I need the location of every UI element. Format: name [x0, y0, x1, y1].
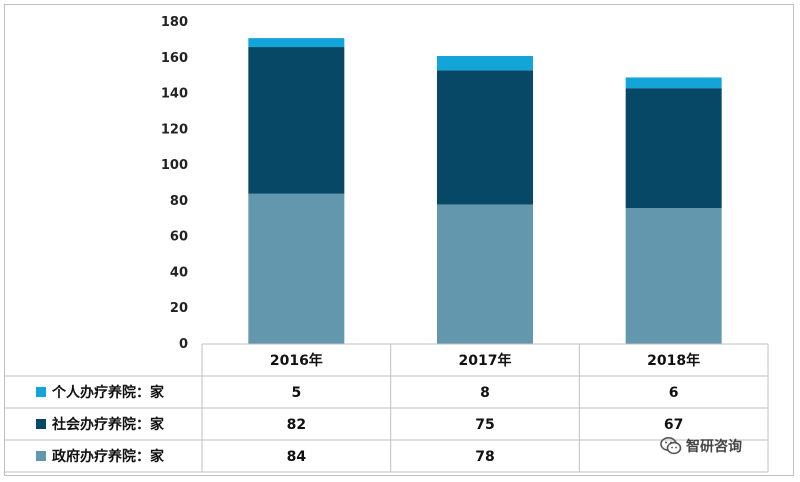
- category-label-1: 2017年: [459, 352, 512, 369]
- data-label-1-2: 67: [664, 417, 683, 433]
- bar-0-series-2: [248, 38, 345, 48]
- category-label-2: 2018年: [647, 352, 700, 369]
- legend-label-2: 政府办疗养院：家: [52, 448, 165, 465]
- data-label-1-0: 82: [287, 417, 306, 433]
- bar-2-series-1: [625, 88, 722, 209]
- data-label-0-2: 6: [669, 385, 679, 401]
- bar-1-series-0: [437, 204, 533, 344]
- legend-swatch-1: [36, 419, 46, 429]
- wechat-icon: [660, 437, 682, 455]
- legend-swatch-2: [36, 451, 46, 461]
- y-tick-label-160: 160: [161, 51, 188, 66]
- axes: 0 20 40 60 80 100 120 140 160 180: [161, 15, 188, 352]
- legend-swatch-0: [36, 387, 46, 397]
- watermark-text: 智研咨询: [686, 439, 742, 455]
- data-label-2-1: 78: [475, 449, 494, 465]
- y-tick-label-100: 100: [161, 158, 188, 173]
- y-tick-label-80: 80: [170, 194, 188, 209]
- y-tick-label-0: 0: [179, 337, 188, 352]
- data-label-0-0: 5: [291, 385, 301, 401]
- watermark: 智研咨询: [660, 434, 742, 458]
- y-tick-label-60: 60: [170, 230, 188, 245]
- y-tick-label-140: 140: [161, 87, 188, 102]
- bar-1-series-2: [437, 55, 533, 71]
- legend-label-0: 个人办疗养院：家: [51, 384, 165, 401]
- category-label-0: 2016年: [270, 352, 323, 369]
- bar-0-series-1: [248, 47, 345, 194]
- bar-1-series-1: [437, 70, 533, 205]
- y-tick-label-120: 120: [161, 122, 188, 137]
- bars: [248, 38, 722, 344]
- data-label-1-1: 75: [475, 417, 494, 433]
- legend-label-1: 社会办疗养院：家: [51, 416, 165, 433]
- data-label-2-0: 84: [287, 449, 307, 465]
- bar-0-series-0: [248, 193, 345, 344]
- y-tick-label-20: 20: [170, 301, 188, 316]
- data-label-0-1: 8: [480, 385, 490, 401]
- bar-2-series-0: [625, 208, 722, 344]
- y-tick-label-40: 40: [170, 265, 188, 280]
- y-tick-label-180: 180: [161, 15, 188, 30]
- bar-2-series-2: [625, 77, 722, 89]
